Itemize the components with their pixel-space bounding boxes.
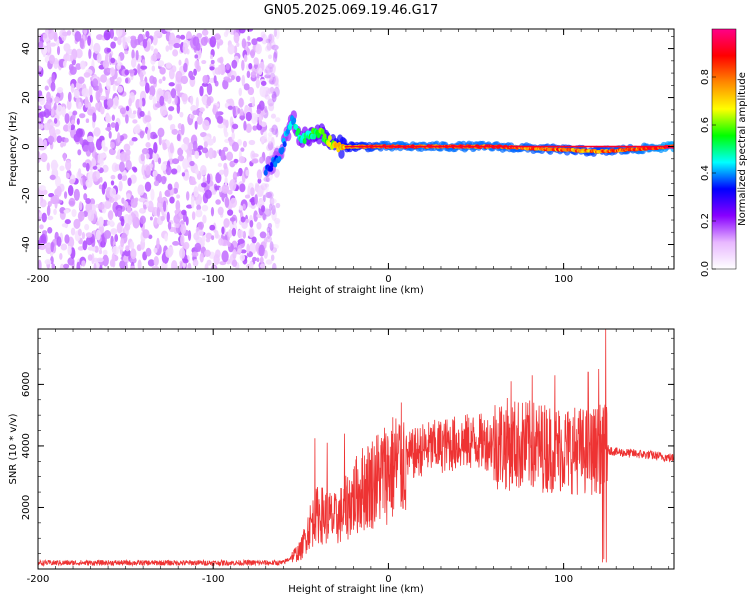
- colorbar-scale: [711, 28, 737, 270]
- snr-y-ticks: 2000 4000 6000: [21, 337, 674, 570]
- snr-x-label: Height of straight line (km): [288, 584, 424, 595]
- spectrogram-y-tick-label: 0: [21, 143, 32, 149]
- snr-y-tick-label: 2000: [21, 495, 32, 520]
- snr-x-tick-label: 0: [385, 574, 391, 585]
- spectrogram-frame: [37, 28, 675, 270]
- colorbar-label: Normalized spectral amplitude: [737, 72, 748, 226]
- snr-y-label: SNR (10 * v/v): [8, 413, 19, 484]
- colorbar: 0.0 0.2 0.4 0.6 0.8 Normalized spectral ampl…: [700, 28, 748, 277]
- snr-x-tick-label: 100: [554, 574, 573, 585]
- spectrogram-y-tick-label: -20: [21, 187, 32, 203]
- snr-series-line: [38, 329, 674, 568]
- spectrogram-y-tick-label: 40: [21, 42, 32, 55]
- snr-panel: -200 -100 0 100 2000 4000 6000 Height of stra…: [8, 328, 675, 595]
- spectrogram-x-label: Height of straight line (km): [288, 285, 424, 296]
- spectrogram-y-tick-label: -40: [21, 236, 32, 252]
- spectrogram-y-label: Frequency (Hz): [8, 111, 19, 187]
- spectrogram-x-tick-label: 100: [554, 274, 573, 285]
- spectrogram-y-ticks: -40 -20 0 20 40: [21, 36, 674, 270]
- snr-frame: [37, 328, 675, 570]
- spectrogram-x-tick-label: -200: [27, 274, 50, 285]
- colorbar-tick-label: 0.4: [700, 165, 711, 181]
- spectrogram-x-tick-label: -100: [202, 274, 225, 285]
- snr-x-ticks: -200 -100 0 100: [27, 329, 670, 585]
- colorbar-ticks: 0.0 0.2 0.4 0.6 0.8: [700, 69, 716, 277]
- spectrogram-x-ticks: -200 -100 0 100: [27, 29, 670, 285]
- colorbar-tick-label: 0.0: [700, 261, 711, 277]
- chart-title: GN05.2025.069.19.46.G17: [264, 3, 439, 18]
- snr-y-tick-label: 4000: [21, 433, 32, 458]
- spectrogram-noise-layer: [38, 29, 281, 269]
- snr-x-tick-label: -200: [27, 574, 50, 585]
- colorbar-tick-label: 0.2: [700, 213, 711, 229]
- snr-x-tick-label: -100: [202, 574, 225, 585]
- snr-background: [38, 329, 674, 569]
- snr-y-tick-label: 6000: [21, 372, 32, 397]
- colorbar-tick-label: 0.8: [700, 69, 711, 85]
- spectrogram-x-tick-label: 0: [385, 274, 391, 285]
- spectrogram-signal-layer: [262, 110, 674, 178]
- spectrogram-y-tick-label: 20: [21, 91, 32, 104]
- colorbar-tick-label: 0.6: [700, 117, 711, 133]
